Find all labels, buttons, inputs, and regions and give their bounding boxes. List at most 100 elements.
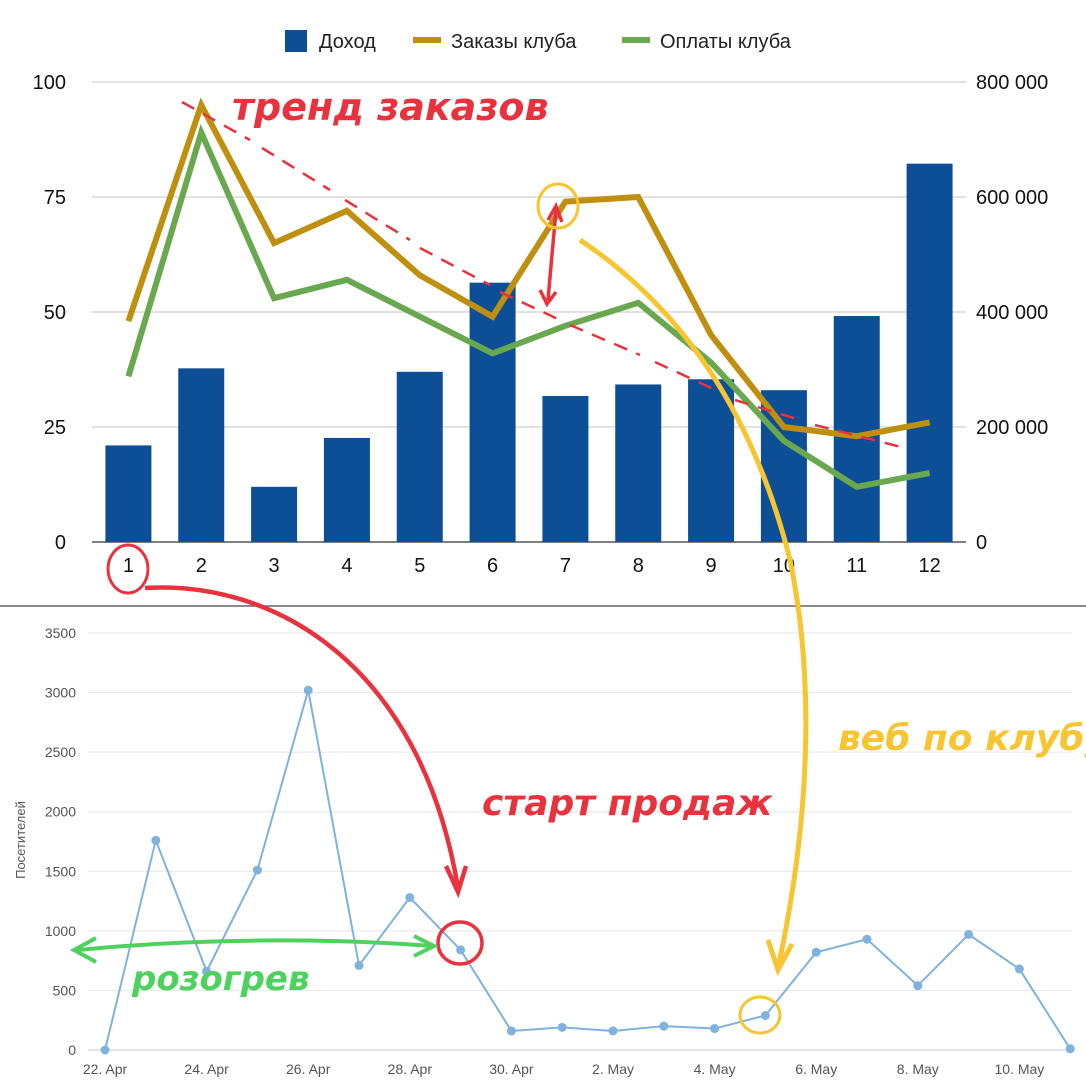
trend-label: тренд заказов [232,85,549,129]
bar [542,395,589,542]
y-axis-label: Посетителей [13,801,28,879]
yellow-arrow-head [765,939,795,977]
x-tick-label: 1 [123,555,134,577]
visitors-chart: 0 500 1000 1500 2000 2500 3000 3500 22. Apr 24. … [13,625,1075,1077]
combo-chart: Доход Заказы клуба Оплаты клуба 0255075100… [33,30,1048,577]
data-point [964,929,974,939]
data-point [354,960,364,970]
y-tick-label: 3500 [45,625,76,641]
x-tick-label: 26. Apr [286,1061,331,1077]
y-tick-label: 0 [68,1042,76,1058]
data-point [303,685,313,695]
data-point [252,865,262,875]
x-tick-label: 2. May [592,1061,634,1077]
legend-entry: Оплаты клуба [660,31,792,53]
x-tick-label: 3 [269,555,280,577]
data-point [608,1026,618,1036]
legend-swatch [285,30,307,52]
x-tick-label: 22. Apr [83,1061,128,1077]
y-tick-label: 1500 [45,863,76,879]
bars [105,163,953,542]
x-tick-label: 5 [414,555,425,577]
bar [251,486,298,542]
x-tick-label: 2 [196,555,207,577]
legend-swatch [413,37,441,43]
y-axis-right: 0 200 000 400 000 600 000 800 000 [976,72,1048,554]
trend-dashed-line [181,100,906,450]
red-arrow-head [443,865,469,899]
sales-start-label: старт продаж [482,783,773,824]
data-point [659,1021,669,1031]
data-point [862,934,872,944]
highlight-circle [536,182,580,230]
data-point [456,945,466,955]
series-line [125,123,931,490]
y-tick-label: 75 [44,187,66,209]
x-tick-label: 28. Apr [388,1061,433,1077]
y-axis: 0 500 1000 1500 2000 2500 3000 3500 [45,625,76,1058]
x-tick-label: 8. May [897,1061,939,1077]
data-point [557,1022,567,1032]
y-tick-label: 2000 [45,804,76,820]
y-tick-label: 3000 [45,685,76,701]
x-tick-label: 24. Apr [184,1061,229,1077]
legend-swatch [622,37,650,43]
data-point [1065,1044,1075,1054]
y-tick-label: 50 [44,302,66,324]
y-tick-label: 500 [53,982,77,998]
x-tick-label: 12 [918,555,940,577]
x-tick-label: 11 [846,555,867,577]
x-tick-label: 30. Apr [489,1061,534,1077]
x-tick-label: 8 [633,555,644,577]
y-tick-label: 600 000 [976,187,1048,209]
series-line [125,97,931,440]
y-tick-label: 0 [55,532,66,554]
data-point [405,892,415,902]
red-arrow [144,585,461,889]
data-point [1014,964,1024,974]
double-arrow [546,209,558,301]
y-tick-label: 1000 [45,923,76,939]
y-tick-label: 25 [44,417,66,439]
y-tick-label: 200 000 [976,417,1048,439]
highlight-circle [436,920,484,966]
y-tick-label: 0 [976,532,987,554]
x-tick-label: 10. May [994,1061,1044,1077]
bar [906,163,953,542]
bar [469,282,516,542]
y-axis-left: 0 25 50 75 100 [33,72,66,554]
warmup-label: розогрев [131,959,310,999]
data-point [760,1010,770,1020]
bar [323,437,370,542]
data-point [202,966,212,976]
x-axis: 1 2 3 4 5 6 7 8 9 10 11 12 [123,555,941,577]
double-arrow-heads [538,201,564,308]
club-web-label: веб по клубу [838,718,1086,759]
data-point [913,981,923,991]
data-point [710,1024,720,1034]
gridlines [92,81,966,543]
x-tick-label: 4. May [694,1061,736,1077]
yellow-arrow [578,237,809,969]
legend-entry: Заказы клуба [451,31,577,53]
y-tick-label: 400 000 [976,302,1048,324]
highlight-circle [738,995,782,1035]
bar [833,316,880,542]
green-arrow-heads [69,934,439,964]
bar [105,445,152,542]
legend-entry: Доход [319,31,376,53]
series-line [100,685,1075,1055]
annotations: тренд заказов веб по клубу старт продаж … [69,85,1086,1035]
series-lines [125,97,931,490]
bar [178,368,225,542]
x-tick-label: 9 [706,555,717,577]
x-tick-label: 7 [560,555,571,577]
y-tick-label: 100 [33,72,66,94]
x-tick-label: 6. May [795,1061,837,1077]
x-tick-label: 6 [487,555,498,577]
x-tick-label: 4 [341,555,352,577]
bar [615,384,662,542]
data-point [100,1045,110,1055]
bar [688,379,735,542]
